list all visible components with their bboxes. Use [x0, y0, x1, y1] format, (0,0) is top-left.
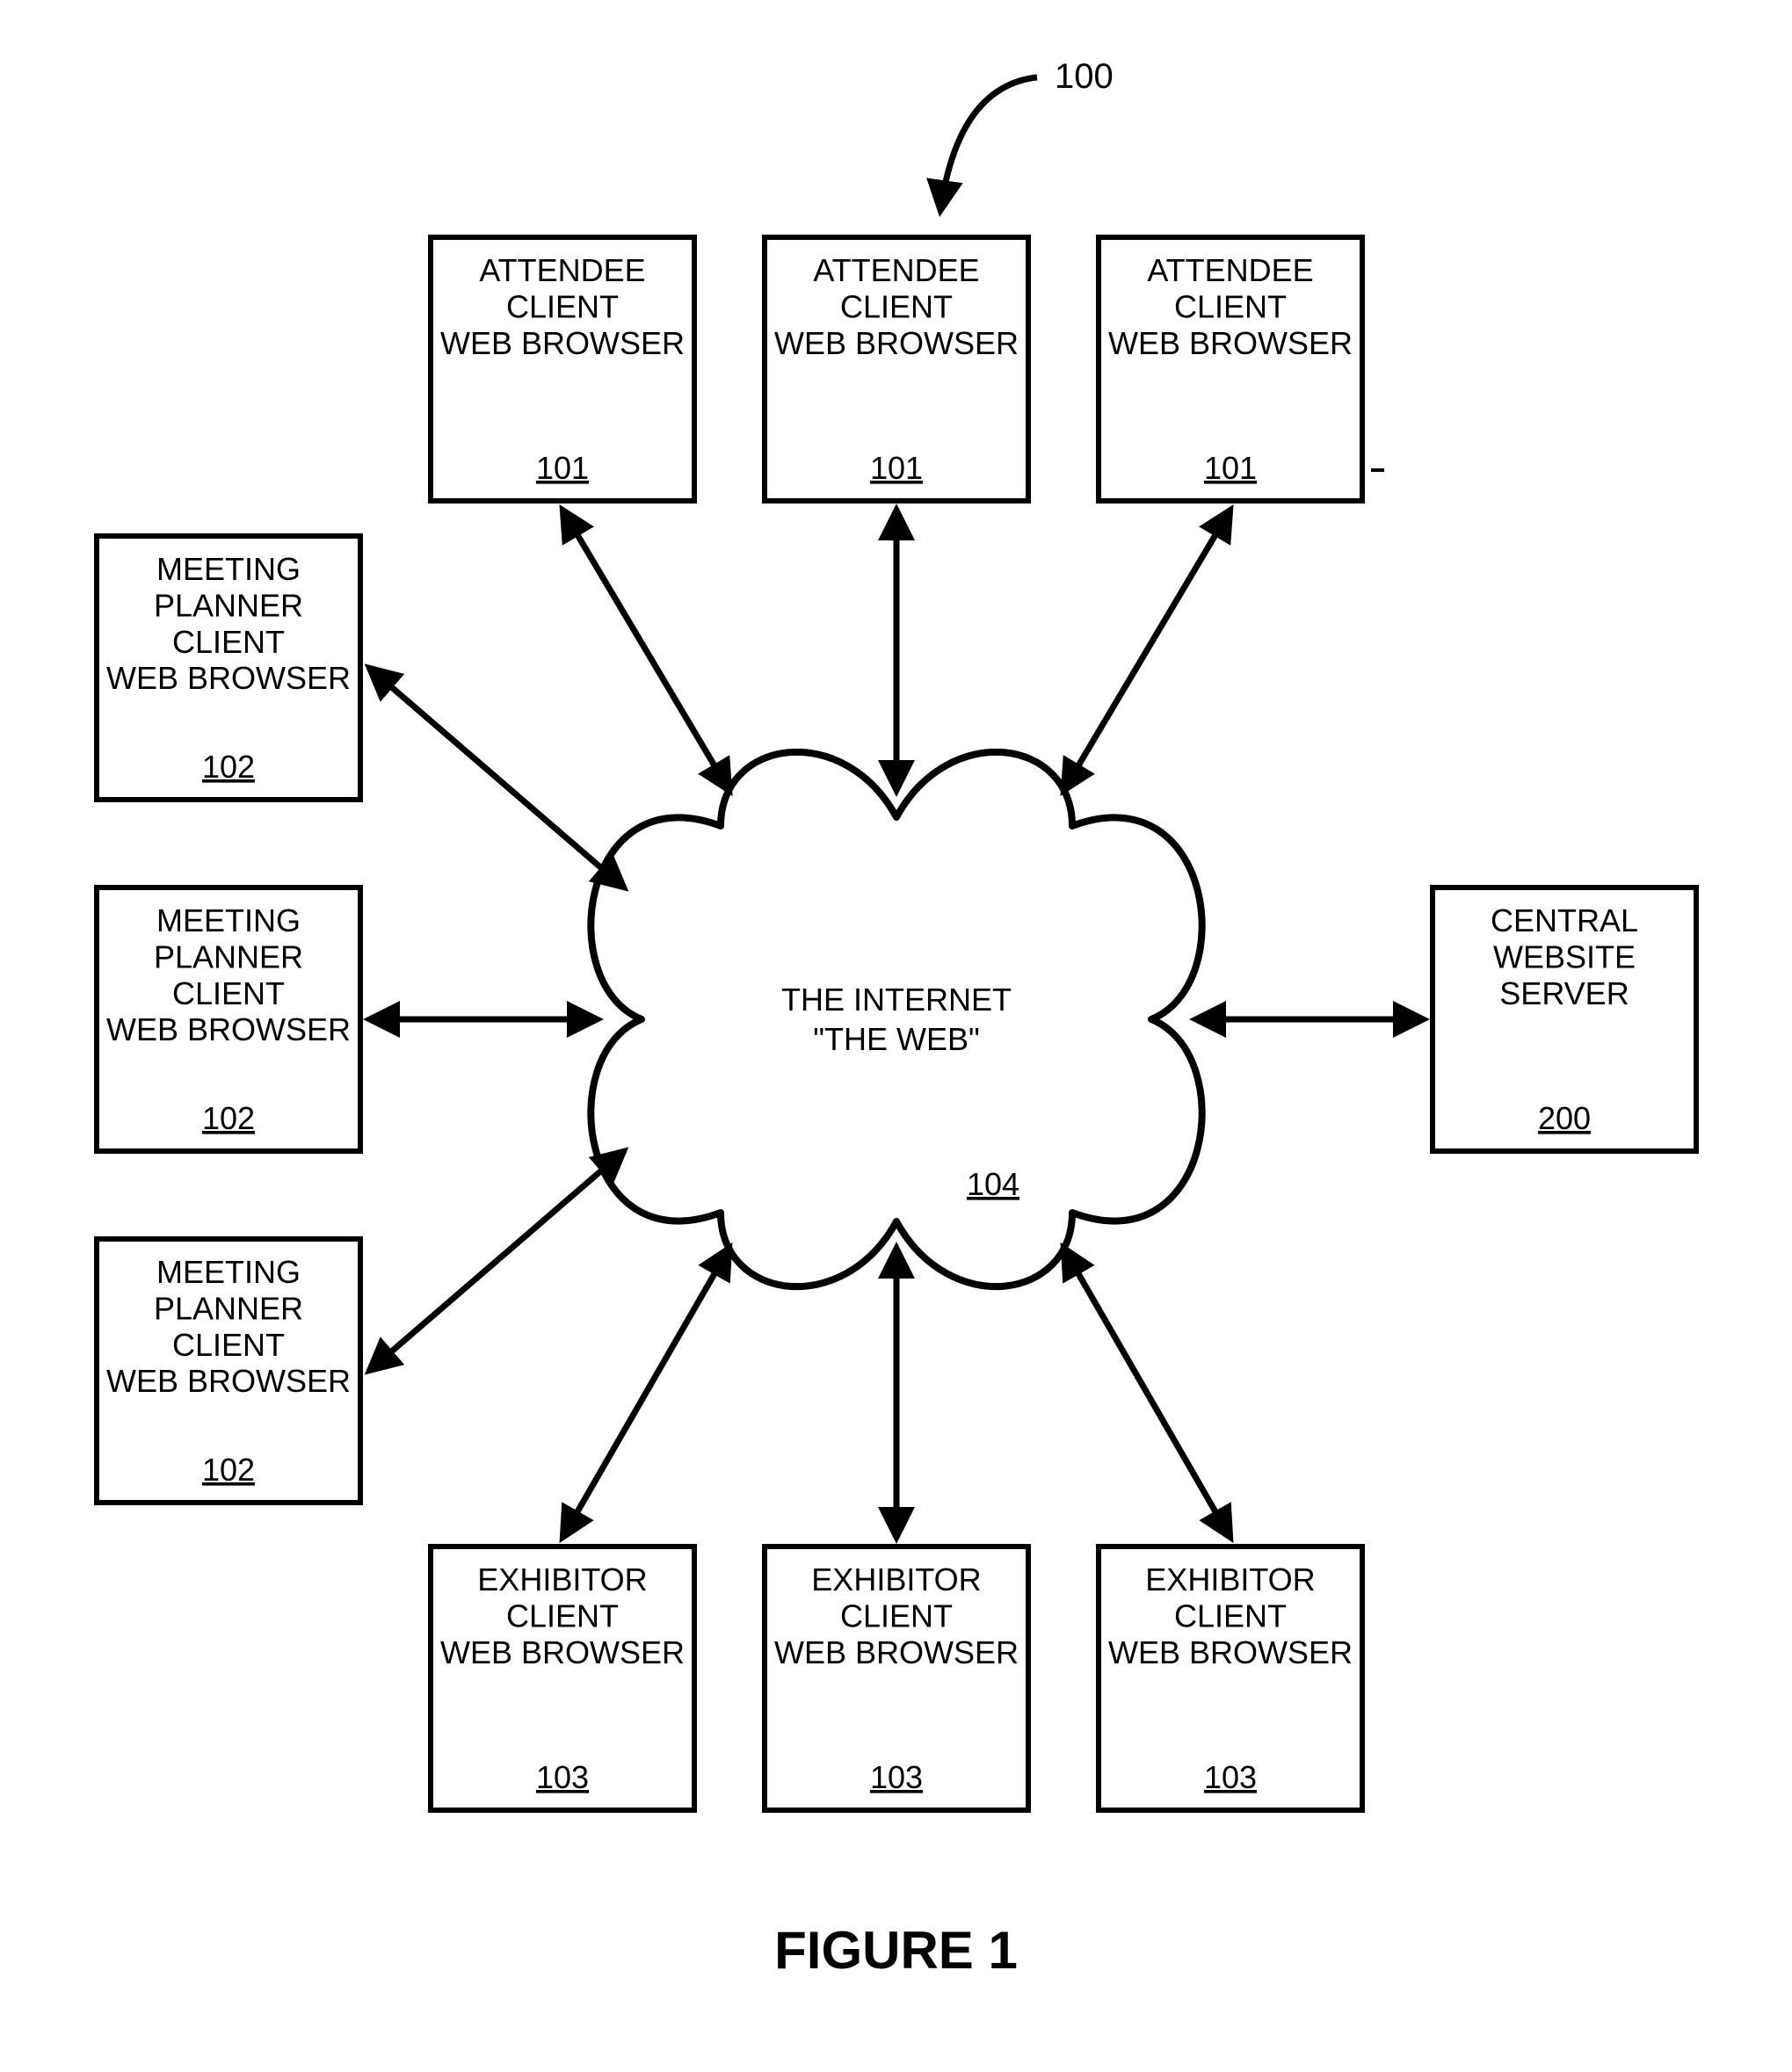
box-exhibitor3-line1: CLIENT	[1174, 1597, 1287, 1634]
box-exhibitor1-line2: WEB BROWSER	[440, 1634, 685, 1670]
box-planner1-line2: CLIENT	[172, 624, 285, 660]
box-attendee3: ATTENDEECLIENTWEB BROWSER 101	[1099, 237, 1362, 501]
box-exhibitor1: EXHIBITORCLIENTWEB BROWSER 103	[431, 1547, 694, 1810]
box-planner2: MEETINGPLANNERCLIENTWEB BROWSER 102	[97, 887, 360, 1151]
box-attendee3-line0: ATTENDEE	[1147, 252, 1313, 288]
box-planner3-line3: WEB BROWSER	[106, 1363, 351, 1399]
box-attendee1-line2: WEB BROWSER	[440, 325, 685, 361]
box-server-ref: 200	[1538, 1100, 1591, 1136]
network-diagram: THE INTERNET"THE WEB"104ATTENDEECLIENTWE…	[0, 0, 1792, 2072]
box-planner3-ref: 102	[202, 1452, 255, 1488]
box-attendee1-line0: ATTENDEE	[479, 252, 645, 288]
box-planner3-line0: MEETING	[156, 1254, 301, 1290]
box-exhibitor3-line2: WEB BROWSER	[1108, 1634, 1353, 1670]
box-server: CENTRALWEBSITESERVER 200	[1433, 887, 1696, 1151]
cloud-line1: THE INTERNET	[781, 982, 1012, 1018]
box-attendee1-ref: 101	[536, 450, 589, 486]
figure-title: FIGURE 1	[774, 1921, 1018, 1980]
box-exhibitor1-line1: CLIENT	[506, 1597, 619, 1634]
box-planner2-line0: MEETING	[156, 902, 301, 938]
box-attendee2-line1: CLIENT	[840, 288, 953, 324]
cloud-ref: 104	[967, 1166, 1019, 1202]
box-server-line0: CENTRAL	[1491, 902, 1638, 938]
box-exhibitor2-line2: WEB BROWSER	[774, 1634, 1019, 1670]
box-planner3: MEETINGPLANNERCLIENTWEB BROWSER 102	[97, 1239, 360, 1503]
cloud-line2: "THE WEB"	[813, 1021, 980, 1057]
box-exhibitor2: EXHIBITORCLIENTWEB BROWSER 103	[765, 1547, 1028, 1810]
box-exhibitor1-line0: EXHIBITOR	[477, 1561, 647, 1597]
internet-cloud	[591, 752, 1201, 1286]
box-planner1: MEETINGPLANNERCLIENTWEB BROWSER 102	[97, 536, 360, 800]
box-exhibitor1-ref: 103	[536, 1759, 589, 1795]
box-attendee3-line1: CLIENT	[1174, 288, 1287, 324]
box-server-line1: WEBSITE	[1493, 938, 1636, 974]
box-exhibitor3-ref: 103	[1204, 1759, 1257, 1795]
box-attendee3-ref: 101	[1204, 450, 1257, 486]
box-planner2-line3: WEB BROWSER	[106, 1011, 351, 1047]
box-attendee3-line2: WEB BROWSER	[1108, 325, 1353, 361]
box-server-line2: SERVER	[1499, 975, 1629, 1011]
box-attendee2: ATTENDEECLIENTWEB BROWSER 101	[765, 237, 1028, 501]
box-exhibitor2-ref: 103	[870, 1759, 923, 1795]
box-planner3-line2: CLIENT	[172, 1327, 285, 1363]
box-planner1-line3: WEB BROWSER	[106, 660, 351, 696]
box-exhibitor2-line1: CLIENT	[840, 1597, 953, 1634]
box-exhibitor3: EXHIBITORCLIENTWEB BROWSER 103	[1099, 1547, 1362, 1810]
box-attendee2-line2: WEB BROWSER	[774, 325, 1019, 361]
box-planner2-ref: 102	[202, 1100, 255, 1136]
box-attendee1: ATTENDEECLIENTWEB BROWSER 101	[431, 237, 694, 501]
box-exhibitor3-line0: EXHIBITOR	[1145, 1561, 1315, 1597]
box-planner3-line1: PLANNER	[154, 1290, 303, 1326]
box-planner2-line1: PLANNER	[154, 938, 303, 974]
box-attendee2-line0: ATTENDEE	[813, 252, 979, 288]
box-exhibitor2-line0: EXHIBITOR	[811, 1561, 981, 1597]
box-planner1-ref: 102	[202, 749, 255, 785]
box-planner1-line0: MEETING	[156, 551, 301, 587]
callout-100: 100	[1055, 57, 1114, 96]
box-attendee1-line1: CLIENT	[506, 288, 619, 324]
box-planner2-line2: CLIENT	[172, 975, 285, 1011]
box-attendee2-ref: 101	[870, 450, 923, 486]
box-planner1-line1: PLANNER	[154, 587, 303, 623]
